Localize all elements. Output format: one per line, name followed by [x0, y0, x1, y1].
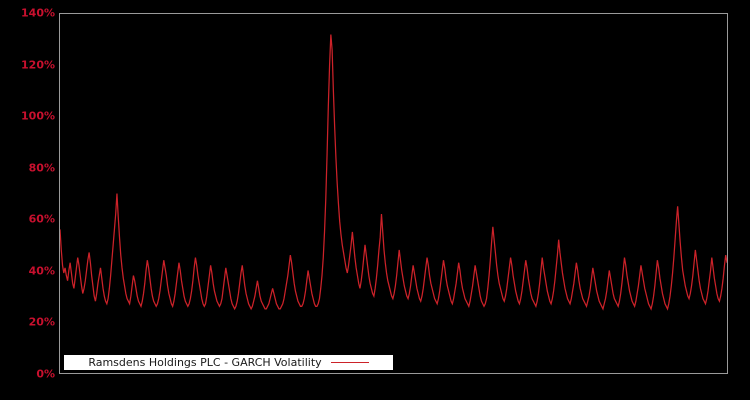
- y-tick-label-100: 100%: [21, 109, 55, 123]
- garch-volatility-line: [60, 34, 727, 311]
- volatility-series: [60, 34, 727, 311]
- legend-line-sample: [330, 362, 369, 363]
- legend: Ramsdens Holdings PLC - GARCH Volatility: [64, 355, 393, 370]
- y-tick-label-140: 140%: [21, 6, 55, 20]
- y-tick-label-80: 80%: [28, 161, 55, 175]
- y-tick-label-0: 0%: [36, 367, 55, 381]
- plot-area: [59, 13, 728, 374]
- y-tick-label-60: 60%: [28, 212, 55, 226]
- y-tick-label-20: 20%: [28, 315, 55, 329]
- legend-label: Ramsdens Holdings PLC - GARCH Volatility: [88, 356, 322, 369]
- y-tick-label-120: 120%: [21, 58, 55, 72]
- y-axis: 140% 120% 100% 80% 60% 40% 20% 0%: [0, 0, 55, 400]
- y-tick-label-40: 40%: [28, 264, 55, 278]
